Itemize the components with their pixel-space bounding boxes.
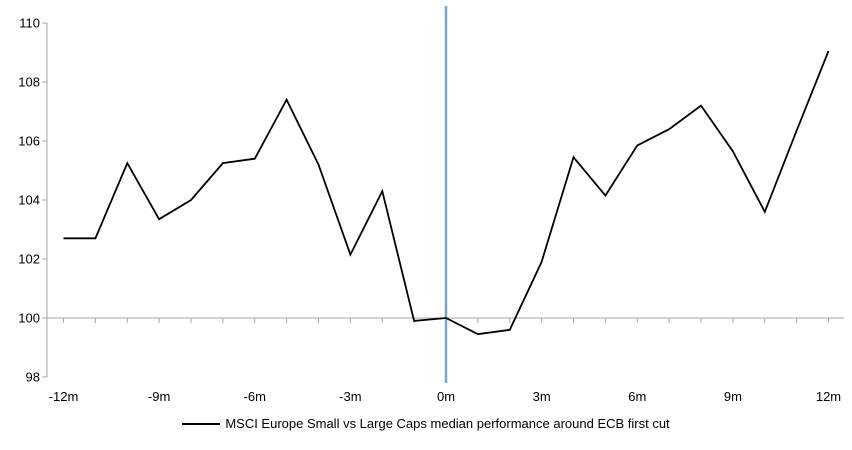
y-axis-label: 104 <box>18 193 40 208</box>
y-axis-label: 98 <box>26 370 40 385</box>
x-axis-label: 3m <box>533 389 551 404</box>
x-axis-label: 12m <box>816 389 841 404</box>
x-axis-label: 9m <box>724 389 742 404</box>
y-axis-label: 110 <box>19 16 40 31</box>
legend-label: MSCI Europe Small vs Large Caps median p… <box>225 416 670 431</box>
legend-line-icon <box>182 422 221 425</box>
y-axis-label: 108 <box>18 75 40 90</box>
y-axis-label: 106 <box>18 134 40 149</box>
x-axis-label: 6m <box>628 389 646 404</box>
x-axis-label: -12m <box>49 389 79 404</box>
legend: MSCI Europe Small vs Large Caps median p… <box>0 416 852 431</box>
x-axis-label: -6m <box>244 389 266 404</box>
y-axis-label: 100 <box>18 311 40 326</box>
x-axis-label: -9m <box>148 389 170 404</box>
y-axis-label: 102 <box>18 252 40 267</box>
series-line <box>63 50 830 336</box>
x-axis-label: -3m <box>339 389 361 404</box>
x-axis-label: 0m <box>437 389 455 404</box>
